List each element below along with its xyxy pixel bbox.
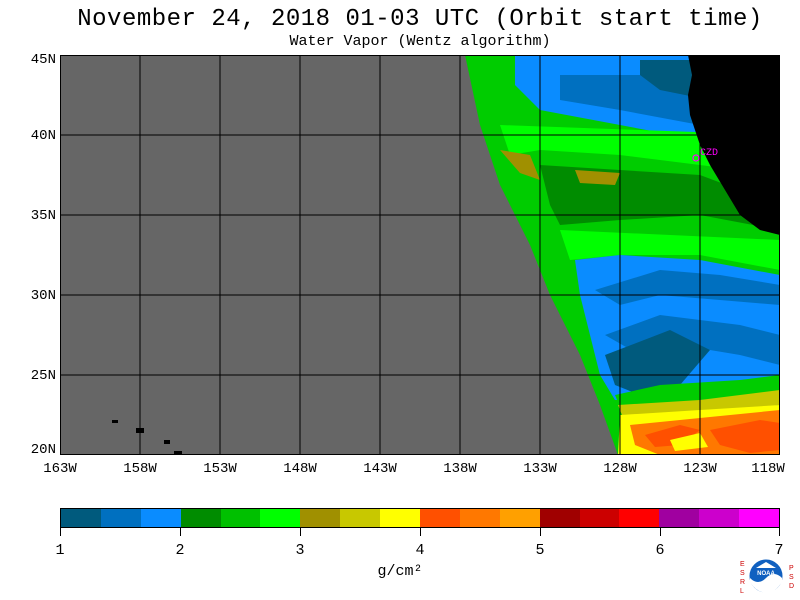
colorbar <box>60 508 780 528</box>
logo-letter: P <box>789 565 794 572</box>
lat-label-45n: 45N <box>30 52 56 68</box>
colorbar-tick <box>300 528 301 536</box>
colorbar-label-3: 3 <box>295 542 305 559</box>
colorbar-swatch <box>61 509 101 527</box>
logo-letter: L <box>740 588 744 595</box>
lon-label-133w: 133W <box>523 461 557 477</box>
colorbar-swatch <box>300 509 341 527</box>
noaa-esrl-psd-logo: E S R L P S D NOAA <box>740 558 794 595</box>
logo-letter: D <box>789 583 794 590</box>
colorbar-swatch <box>180 509 221 527</box>
colorbar-label-5: 5 <box>535 542 545 559</box>
svg-text:NOAA: NOAA <box>757 571 775 577</box>
colorbar-swatch <box>340 509 381 527</box>
lat-label-30n: 30N <box>30 288 56 304</box>
lon-label-123w: 123W <box>683 461 717 477</box>
logo-letter: E <box>740 561 745 568</box>
lat-label-25n: 25N <box>30 368 56 384</box>
lon-label-158w: 158W <box>123 461 157 477</box>
colorbar-label-7: 7 <box>774 542 784 559</box>
logo-letter: S <box>740 570 745 577</box>
colorbar-swatch <box>619 509 660 527</box>
colorbar-swatch <box>220 509 261 527</box>
colorbar-label-6: 6 <box>655 542 665 559</box>
map-gridlines <box>60 55 780 455</box>
colorbar-tick <box>779 528 780 536</box>
colorbar-swatch <box>539 509 580 527</box>
colorbar-swatch <box>100 509 141 527</box>
colorbar-swatch <box>260 509 301 527</box>
station-label-czd: CZD <box>700 148 718 159</box>
water-vapor-map: CZD <box>60 55 780 455</box>
colorbar-label-1: 1 <box>55 542 65 559</box>
colorbar-swatch <box>739 509 780 527</box>
colorbar-swatch <box>420 509 460 527</box>
station-marker-czd <box>692 154 700 162</box>
land-mass-california <box>688 55 780 235</box>
lat-label-20n: 20N <box>30 442 56 458</box>
lon-label-118w: 118W <box>751 461 785 477</box>
lon-label-163w: 163W <box>43 461 77 477</box>
colorbar-label-4: 4 <box>415 542 425 559</box>
colorbar-tick <box>660 528 661 536</box>
lon-label-138w: 138W <box>443 461 477 477</box>
noaa-emblem-icon: NOAA <box>748 558 784 594</box>
colorbar-tick <box>180 528 181 536</box>
colorbar-swatch <box>459 509 500 527</box>
map-subtitle: Water Vapor (Wentz algorithm) <box>289 33 551 50</box>
lon-label-153w: 153W <box>203 461 237 477</box>
lon-label-148w: 148W <box>283 461 317 477</box>
lat-label-40n: 40N <box>30 128 56 144</box>
colorbar-swatch <box>659 509 700 527</box>
logo-letter: S <box>789 574 794 581</box>
lon-label-143w: 143W <box>363 461 397 477</box>
colorbar-units: g/cm² <box>377 563 423 580</box>
colorbar-swatch <box>380 509 421 527</box>
lon-label-128w: 128W <box>603 461 637 477</box>
logo-letter: R <box>740 579 745 586</box>
map-title: November 24, 2018 01-03 UTC (Orbit start… <box>77 6 763 33</box>
colorbar-swatch <box>499 509 540 527</box>
colorbar-tick <box>540 528 541 536</box>
colorbar-swatch <box>699 509 740 527</box>
colorbar-label-2: 2 <box>175 542 185 559</box>
colorbar-tick <box>420 528 421 536</box>
colorbar-tick <box>60 528 61 536</box>
lat-label-35n: 35N <box>30 208 56 224</box>
colorbar-swatch <box>140 509 181 527</box>
colorbar-swatch <box>579 509 620 527</box>
